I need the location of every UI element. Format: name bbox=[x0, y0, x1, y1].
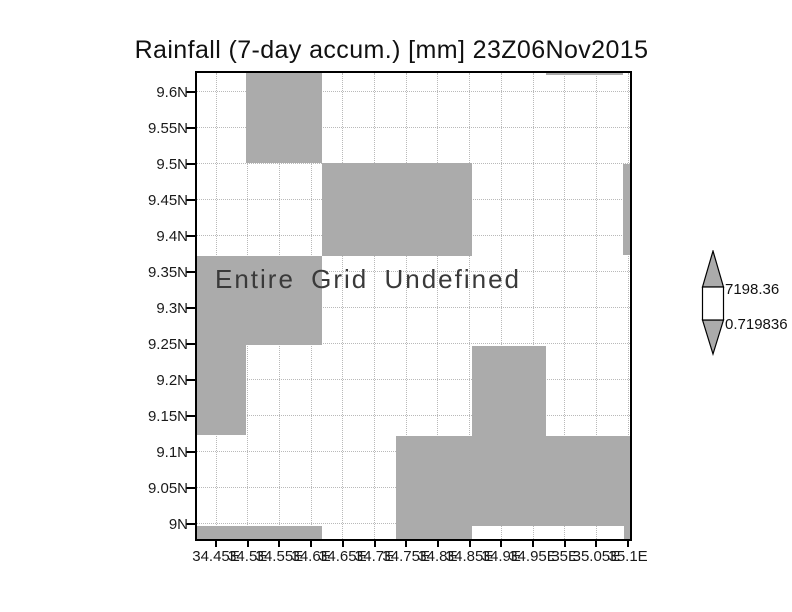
x-axis-tick-label: 34.6E bbox=[291, 548, 331, 565]
x-axis-tick bbox=[341, 541, 344, 547]
y-axis-tick-label: 9.35N bbox=[147, 263, 188, 281]
y-axis-tick-label: 9.1N bbox=[156, 443, 188, 461]
y-axis-tick bbox=[186, 234, 195, 237]
undefined-region bbox=[321, 163, 472, 256]
x-axis-tick-label: 35E bbox=[551, 548, 579, 565]
y-axis-tick-label: 9.45N bbox=[147, 191, 188, 209]
y-axis-tick-label: 9.05N bbox=[147, 479, 188, 497]
y-axis-tick-label: 9.5N bbox=[156, 155, 188, 173]
x-axis-tick bbox=[310, 541, 313, 547]
colorbar-upper-triangle-icon bbox=[701, 250, 725, 288]
x-axis-tick bbox=[563, 541, 566, 547]
x-axis-tick bbox=[532, 541, 534, 547]
y-axis-tick-label: 9.55N bbox=[147, 119, 188, 137]
x-axis-tick bbox=[595, 541, 598, 547]
y-axis-tick bbox=[186, 378, 195, 381]
y-axis-tick-label: 9.6N bbox=[156, 83, 188, 101]
x-axis-tick bbox=[468, 541, 471, 547]
x-axis-tick-label: 34.65E bbox=[319, 548, 367, 565]
x-axis-tick bbox=[627, 541, 630, 547]
vertical-gridline bbox=[342, 73, 344, 539]
undefined-region bbox=[623, 526, 630, 539]
y-axis-tick bbox=[186, 306, 195, 309]
x-axis-tick bbox=[500, 541, 503, 547]
y-axis-tick bbox=[186, 414, 195, 417]
y-axis-tick bbox=[186, 126, 195, 129]
horizontal-gridline bbox=[197, 307, 630, 309]
y-axis-tick-label: 9.25N bbox=[147, 335, 188, 353]
x-axis-tick bbox=[215, 541, 218, 547]
horizontal-gridline bbox=[197, 379, 630, 381]
x-axis-tick-label: 34.75E bbox=[382, 548, 430, 565]
x-axis-tick-label: 34.9E bbox=[481, 548, 521, 565]
undefined-region bbox=[396, 436, 630, 527]
undefined-region bbox=[197, 344, 246, 435]
vertical-gridline bbox=[405, 73, 407, 539]
vertical-gridline bbox=[500, 73, 502, 539]
horizontal-gridline bbox=[197, 343, 630, 345]
y-axis-tick bbox=[186, 450, 195, 453]
y-axis-tick-label: 9.3N bbox=[156, 299, 188, 317]
y-axis-tick bbox=[186, 90, 195, 93]
y-axis-tick-label: 9.4N bbox=[156, 227, 188, 245]
x-axis-tick-label: 34.5E bbox=[228, 548, 268, 565]
vertical-gridline bbox=[374, 73, 375, 539]
y-axis-tick bbox=[186, 270, 195, 273]
x-axis-tick-label: 35.1E bbox=[608, 548, 648, 565]
x-axis-tick bbox=[436, 541, 439, 547]
x-axis-tick-label: 34.45E bbox=[192, 548, 240, 565]
y-axis-tick bbox=[186, 198, 195, 201]
vertical-gridline bbox=[437, 73, 439, 539]
x-axis-tick-label: 34.7E bbox=[354, 548, 395, 565]
y-axis-tick bbox=[186, 522, 195, 525]
colorbar-range-box bbox=[701, 286, 725, 321]
x-axis-tick-label: 34.55E bbox=[255, 548, 304, 565]
x-axis-tick-label: 34.85E bbox=[445, 548, 494, 565]
x-axis-tick-label: 34.95E bbox=[509, 548, 557, 565]
colorbar-max-value: 7198.36 bbox=[725, 281, 780, 298]
x-axis-tick bbox=[373, 541, 376, 547]
undefined-region bbox=[471, 345, 547, 436]
y-axis-tick-label: 9.2N bbox=[156, 371, 188, 389]
x-axis-tick bbox=[405, 541, 408, 547]
y-axis-tick bbox=[186, 342, 195, 345]
x-axis-tick-label: 34.8E bbox=[418, 548, 458, 565]
y-axis-tick-label: 9.15N bbox=[147, 407, 188, 425]
horizontal-gridline bbox=[197, 91, 630, 93]
y-axis-tick-label: 9N bbox=[168, 515, 188, 533]
x-axis-tick bbox=[246, 541, 249, 547]
undefined-region bbox=[197, 255, 322, 345]
vertical-gridline bbox=[532, 73, 534, 539]
undefined-region bbox=[246, 73, 322, 164]
undefined-grid-label: Entire Grid Undefined bbox=[215, 264, 522, 294]
horizontal-gridline bbox=[197, 415, 630, 417]
x-axis-tick-label: 35.05E bbox=[572, 548, 621, 565]
y-axis-tick bbox=[186, 486, 195, 489]
vertical-gridline bbox=[627, 73, 629, 539]
undefined-region bbox=[546, 73, 624, 76]
horizontal-gridline bbox=[197, 271, 630, 273]
undefined-region bbox=[623, 163, 630, 256]
horizontal-gridline bbox=[197, 127, 630, 129]
vertical-gridline bbox=[469, 73, 471, 539]
colorbar-lower-triangle-icon bbox=[701, 319, 725, 356]
undefined-region bbox=[396, 526, 472, 539]
undefined-region bbox=[197, 526, 322, 539]
colorbar-min-value: 0.719836 bbox=[725, 316, 788, 333]
colorbar bbox=[701, 250, 725, 356]
plot-title: Rainfall (7-day accum.) [mm] 23Z06Nov201… bbox=[134, 36, 649, 64]
vertical-gridline bbox=[595, 73, 597, 539]
y-axis-tick bbox=[186, 162, 195, 165]
vertical-gridline bbox=[564, 73, 566, 539]
x-axis-tick bbox=[278, 541, 281, 547]
